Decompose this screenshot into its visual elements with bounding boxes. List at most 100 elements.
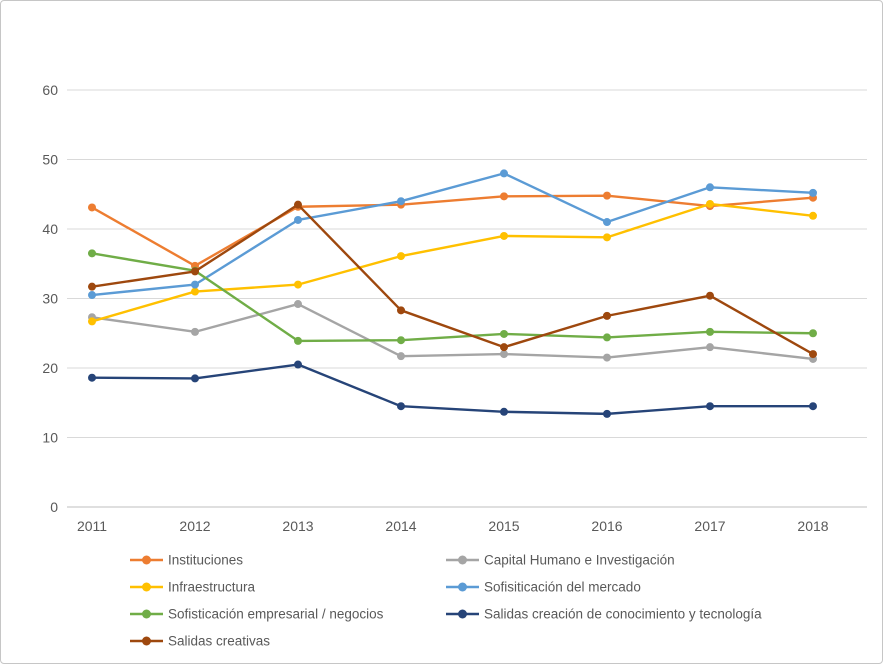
x-axis-tick-label: 2016 — [591, 518, 622, 534]
legend-item-label: Salidas creativas — [168, 634, 270, 649]
x-axis-tick-label: 2017 — [694, 518, 725, 534]
legend-marker-dot — [142, 609, 151, 619]
data-point-capital-humano-e-investigacion-2014 — [397, 352, 405, 361]
data-point-sofisticacion-empresarial-negocios-2015 — [500, 329, 508, 338]
data-point-salidas-creacion-conocimiento-tecnologia-2018 — [809, 402, 817, 411]
series-line-infraestructura — [90, 202, 815, 323]
data-point-infraestructura-2014 — [397, 252, 405, 261]
data-point-sofisiticacion-del-mercado-2012 — [191, 280, 199, 289]
series-infraestructura — [88, 199, 817, 326]
series-line-sofisticacion-empresarial-negocios — [90, 252, 815, 343]
y-axis-tick-label: 30 — [42, 291, 58, 307]
data-point-instituciones-2015 — [500, 192, 508, 201]
x-axis-tick-label: 2011 — [77, 518, 107, 534]
y-axis-tick-label: 0 — [50, 499, 58, 515]
data-point-capital-humano-e-investigacion-2012 — [191, 327, 199, 336]
data-point-salidas-creacion-conocimiento-tecnologia-2016 — [603, 409, 611, 418]
data-point-infraestructura-2011 — [88, 317, 96, 326]
data-point-sofisiticacion-del-mercado-2014 — [397, 197, 405, 206]
data-point-salidas-creativas-2016 — [603, 311, 611, 320]
legend-item-sofisticacion-empresarial-negocios: Sofisticación empresarial / negocios — [130, 607, 384, 622]
legend-item-salidas-creativas: Salidas creativas — [130, 634, 270, 649]
x-axis-tick-label: 2012 — [179, 518, 210, 534]
legend-item-label: Capital Humano e Investigación — [484, 553, 675, 568]
legend-item-label: Sofisiticación del mercado — [484, 580, 641, 595]
x-axis-tick-label: 2013 — [282, 518, 313, 534]
legend-item-instituciones: Instituciones — [130, 553, 243, 568]
y-axis-tick-label: 20 — [42, 360, 58, 376]
series-line-instituciones — [90, 194, 815, 268]
chart-legend: Instituciones Capital Humano e Investigac… — [130, 553, 762, 649]
series-capital-humano-e-investigacion — [88, 300, 817, 363]
data-point-infraestructura-2012 — [191, 287, 199, 296]
data-point-infraestructura-2015 — [500, 231, 508, 240]
data-point-salidas-creacion-conocimiento-tecnologia-2017 — [706, 402, 714, 411]
series-line-capital-humano-e-investigacion — [90, 302, 815, 361]
data-point-salidas-creacion-conocimiento-tecnologia-2013 — [294, 360, 302, 369]
data-point-salidas-creacion-conocimiento-tecnologia-2014 — [397, 402, 405, 411]
legend-item-salidas-creacion-conocimiento-tecnologia: Salidas creación de conocimiento y tecno… — [446, 607, 762, 622]
legend-marker-dot — [142, 555, 151, 565]
legend-item-sofisiticacion-del-mercado: Sofisiticación del mercado — [446, 580, 641, 595]
data-point-salidas-creativas-2014 — [397, 306, 405, 315]
series-line-salidas-creacion-conocimiento-tecnologia — [90, 363, 815, 416]
data-point-salidas-creacion-conocimiento-tecnologia-2015 — [500, 407, 508, 416]
series-salidas-creativas — [88, 200, 817, 359]
data-point-infraestructura-2013 — [294, 280, 302, 289]
data-point-salidas-creativas-2011 — [88, 282, 96, 291]
data-point-salidas-creativas-2012 — [191, 267, 199, 276]
y-axis-tick-label: 10 — [42, 430, 58, 446]
data-point-salidas-creativas-2013 — [294, 200, 302, 209]
data-point-sofisiticacion-del-mercado-2018 — [809, 188, 817, 197]
series-sofisticacion-empresarial-negocios — [88, 249, 817, 345]
series-sofisiticacion-del-mercado — [88, 169, 817, 300]
x-axis-labels-group: 2011 2012 2013 2014 2015 2016 2017 2018 — [77, 518, 829, 534]
y-axis-labels-group: 0 10 20 30 40 50 60 — [42, 82, 58, 515]
series-line-sofisiticacion-del-mercado — [90, 172, 815, 297]
data-point-sofisticacion-empresarial-negocios-2011 — [88, 249, 96, 258]
data-point-sofisticacion-empresarial-negocios-2013 — [294, 336, 302, 345]
legend-marker-dot — [142, 636, 151, 646]
y-axis-tick-label: 40 — [42, 221, 58, 237]
data-point-infraestructura-2018 — [809, 211, 817, 220]
data-point-sofisticacion-empresarial-negocios-2018 — [809, 329, 817, 338]
data-point-instituciones-2011 — [88, 203, 96, 212]
data-point-sofisiticacion-del-mercado-2015 — [500, 169, 508, 178]
x-axis-tick-label: 2015 — [488, 518, 519, 534]
data-point-salidas-creativas-2017 — [706, 291, 714, 300]
gridlines-group — [67, 89, 867, 508]
data-point-capital-humano-e-investigacion-2016 — [603, 353, 611, 362]
data-point-instituciones-2016 — [603, 191, 611, 200]
data-point-capital-humano-e-investigacion-2013 — [294, 300, 302, 309]
data-point-capital-humano-e-investigacion-2017 — [706, 343, 714, 352]
data-point-salidas-creativas-2018 — [809, 350, 817, 359]
series-line-salidas-creativas — [90, 203, 815, 356]
x-axis-tick-label: 2014 — [385, 518, 416, 534]
data-point-salidas-creativas-2015 — [500, 343, 508, 352]
data-point-salidas-creacion-conocimiento-tecnologia-2011 — [88, 373, 96, 382]
legend-marker-dot — [458, 555, 467, 565]
data-point-sofisiticacion-del-mercado-2013 — [294, 215, 302, 224]
data-point-sofisiticacion-del-mercado-2016 — [603, 218, 611, 227]
data-point-capital-humano-e-investigacion-2015 — [500, 350, 508, 359]
series-salidas-creacion-conocimiento-tecnologia — [88, 360, 817, 418]
y-axis-tick-label: 60 — [42, 82, 58, 98]
data-point-sofisiticacion-del-mercado-2011 — [88, 291, 96, 300]
data-point-sofisiticacion-del-mercado-2017 — [706, 183, 714, 192]
data-point-sofisticacion-empresarial-negocios-2014 — [397, 336, 405, 345]
data-point-sofisticacion-empresarial-negocios-2016 — [603, 333, 611, 342]
legend-item-infraestructura: Infraestructura — [130, 580, 256, 595]
legend-item-capital-humano-e-investigacion: Capital Humano e Investigación — [446, 553, 675, 568]
data-point-infraestructura-2017 — [706, 199, 714, 208]
data-point-infraestructura-2016 — [603, 233, 611, 242]
legend-item-label: Instituciones — [168, 553, 243, 568]
legend-item-label: Infraestructura — [168, 580, 256, 595]
y-axis-tick-label: 50 — [42, 152, 58, 168]
legend-item-label: Sofisticación empresarial / negocios — [168, 607, 384, 622]
data-point-sofisticacion-empresarial-negocios-2017 — [706, 327, 714, 336]
data-point-salidas-creacion-conocimiento-tecnologia-2012 — [191, 374, 199, 383]
x-axis-tick-label: 2018 — [797, 518, 828, 534]
legend-item-label: Salidas creación de conocimiento y tecno… — [484, 607, 762, 622]
